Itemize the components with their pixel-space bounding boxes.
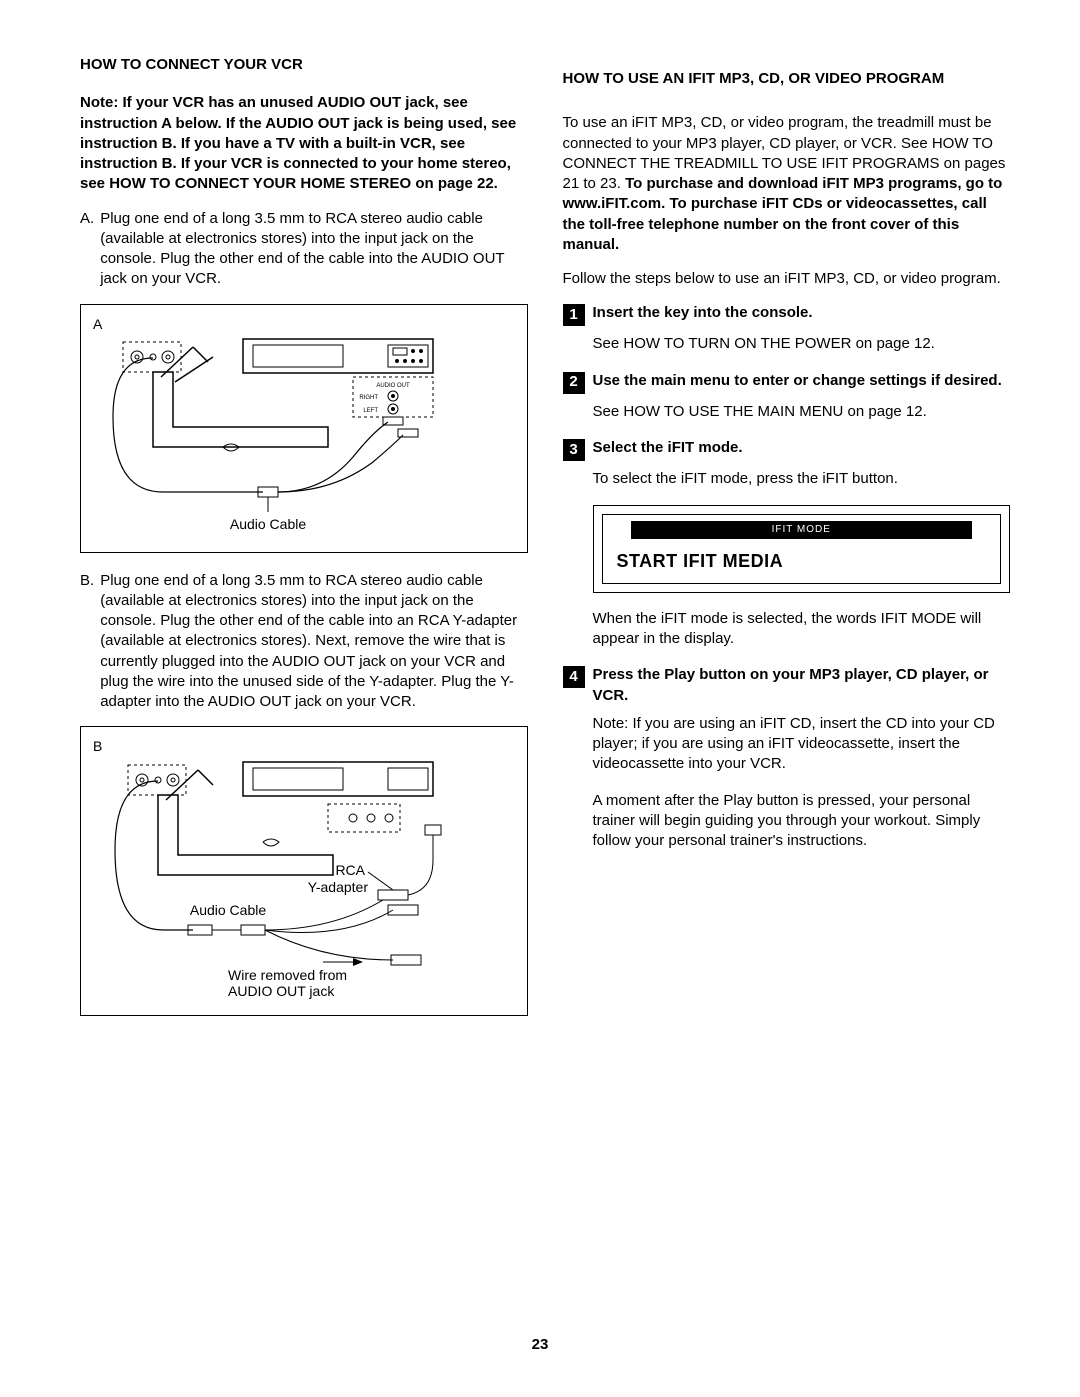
step-3-body: To select the iFIT mode, press the iFIT … — [593, 469, 1011, 489]
diagram-a-svg: AUDIO OUT RIGHT LEFT Audio — [93, 337, 453, 537]
step-2-num: 2 — [563, 372, 585, 394]
diag-b-rca1: RCA — [335, 862, 365, 878]
diag-b-wire2: AUDIO OUT jack — [228, 983, 335, 999]
instruction-a: A. Plug one end of a long 3.5 mm to RCA … — [80, 209, 528, 290]
left-note: Note: If your VCR has an unused AUDIO OU… — [80, 93, 528, 194]
lcd-main: START IFIT MEDIA — [617, 549, 993, 573]
step-2-body: See HOW TO USE THE MAIN MENU on page 12. — [593, 402, 1011, 422]
diagram-a: A — [80, 304, 528, 553]
right-intro-bold: To purchase and download iFIT MP3 progra… — [563, 175, 1003, 253]
instruction-a-text: Plug one end of a long 3.5 mm to RCA ste… — [100, 209, 527, 290]
letter-b: B. — [80, 571, 94, 713]
right-section-title: HOW TO USE AN IFIT MP3, CD, OR VIDEO PRO… — [563, 69, 1011, 89]
two-column-layout: HOW TO CONNECT YOUR VCR Note: If your VC… — [80, 55, 1010, 1034]
manual-page: HOW TO CONNECT YOUR VCR Note: If your VC… — [0, 0, 1080, 1397]
right-intro: To use an iFIT MP3, CD, or video program… — [563, 113, 1011, 255]
step-4-title: Press the Play button on your MP3 player… — [593, 665, 1011, 706]
step-4: 4 Press the Play button on your MP3 play… — [563, 665, 1011, 706]
diagram-b-svg: Audio Cable RCA Y-adapter Wire removed f… — [93, 760, 453, 1000]
step-2: 2 Use the main menu to enter or change s… — [563, 371, 1011, 394]
diag-a-right: RIGHT — [359, 395, 378, 401]
diag-a-audioout: AUDIO OUT — [376, 383, 410, 389]
lcd-display-wrap: IFIT MODE START IFIT MEDIA — [593, 505, 1011, 593]
lcd-display: IFIT MODE START IFIT MEDIA — [593, 505, 1011, 593]
instruction-b-text: Plug one end of a long 3.5 mm to RCA ste… — [100, 571, 527, 713]
diagram-a-label: A — [93, 315, 515, 334]
left-section-title: HOW TO CONNECT YOUR VCR — [80, 55, 528, 75]
step-1-body: See HOW TO TURN ON THE POWER on page 12. — [593, 334, 1011, 354]
step-1-num: 1 — [563, 304, 585, 326]
diag-b-cable: Audio Cable — [190, 902, 266, 918]
diag-a-cable: Audio Cable — [230, 516, 306, 532]
diag-a-left: LEFT — [363, 408, 378, 414]
step-1-title: Insert the key into the console. — [593, 303, 813, 323]
step-3-after: When the iFIT mode is selected, the word… — [593, 609, 1011, 650]
step-4-body2: A moment after the Play button is presse… — [593, 791, 1011, 852]
step-3-num: 3 — [563, 439, 585, 461]
right-column: HOW TO USE AN IFIT MP3, CD, OR VIDEO PRO… — [563, 55, 1011, 1034]
diag-b-rca2: Y-adapter — [308, 879, 369, 895]
diagram-b-label: B — [93, 737, 515, 756]
page-number: 23 — [0, 1335, 1080, 1355]
step-3-title: Select the iFIT mode. — [593, 438, 743, 458]
diagram-b: B — [80, 726, 528, 1015]
diag-b-wire1: Wire removed from — [228, 967, 347, 983]
right-intro2: Follow the steps below to use an iFIT MP… — [563, 269, 1011, 289]
step-2-title: Use the main menu to enter or change set… — [593, 371, 1002, 391]
step-4-num: 4 — [563, 666, 585, 688]
lcd-bar: IFIT MODE — [631, 521, 973, 539]
letter-a: A. — [80, 209, 94, 290]
step-3: 3 Select the iFIT mode. — [563, 438, 1011, 461]
step-4-body1: Note: If you are using an iFIT CD, inser… — [593, 714, 1011, 775]
instruction-b: B. Plug one end of a long 3.5 mm to RCA … — [80, 571, 528, 713]
lcd-inner: IFIT MODE START IFIT MEDIA — [602, 514, 1002, 584]
left-column: HOW TO CONNECT YOUR VCR Note: If your VC… — [80, 55, 528, 1034]
step-1: 1 Insert the key into the console. — [563, 303, 1011, 326]
